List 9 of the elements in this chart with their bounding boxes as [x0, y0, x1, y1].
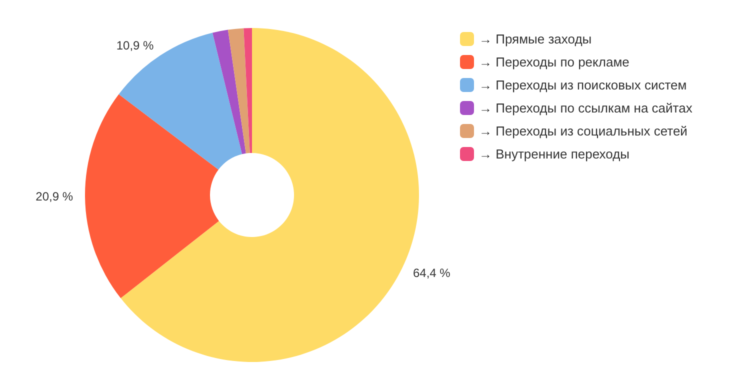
- legend-label: → Переходы из социальных сетей: [479, 124, 688, 138]
- legend-label: → Переходы по ссылкам на сайтах: [479, 100, 693, 116]
- legend-label: → Переходы из поисковых систем: [479, 78, 687, 92]
- data-label: 10,9 %: [116, 38, 154, 52]
- legend-label: → Переходы по рекламе: [479, 54, 630, 70]
- data-label: 64,4 %: [412, 266, 451, 280]
- data-label: 20,9 %: [36, 190, 74, 204]
- legend-label: → Внутренние переходы: [479, 146, 630, 162]
- legend-label: → Прямые заходы: [479, 32, 592, 46]
